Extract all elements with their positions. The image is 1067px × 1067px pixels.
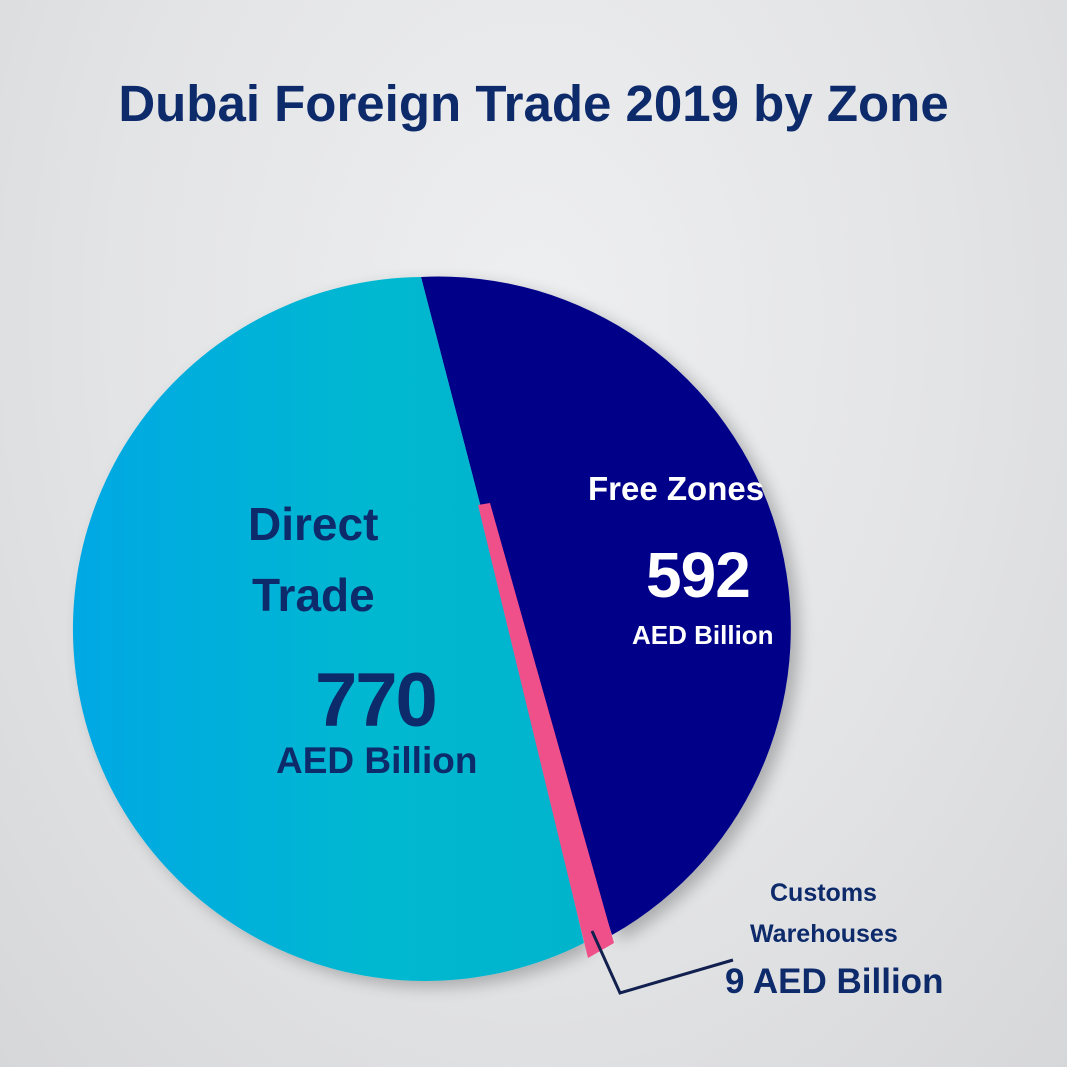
direct-trade-name-line2: Trade <box>252 569 375 621</box>
slice-customs-warehouses <box>478 503 614 958</box>
customs-warehouses-value: 9 AED Billion <box>725 962 944 1001</box>
direct-trade-value: 770 <box>315 658 438 743</box>
customs-warehouses-name-line2: Warehouses <box>750 920 898 948</box>
chart-title: Dubai Foreign Trade 2019 by Zone <box>118 75 949 132</box>
slice-direct-trade <box>72 277 584 981</box>
direct-trade-unit: AED Billion <box>276 740 478 781</box>
direct-trade-name-line1: Direct <box>248 498 379 550</box>
free-zones-name: Free Zones <box>588 470 765 507</box>
free-zones-unit: AED Billion <box>632 620 774 650</box>
customs-warehouses-name-line1: Customs <box>770 879 877 907</box>
leader-line <box>590 930 734 995</box>
slice-free-zones <box>421 276 791 935</box>
free-zones-value: 592 <box>646 539 751 611</box>
